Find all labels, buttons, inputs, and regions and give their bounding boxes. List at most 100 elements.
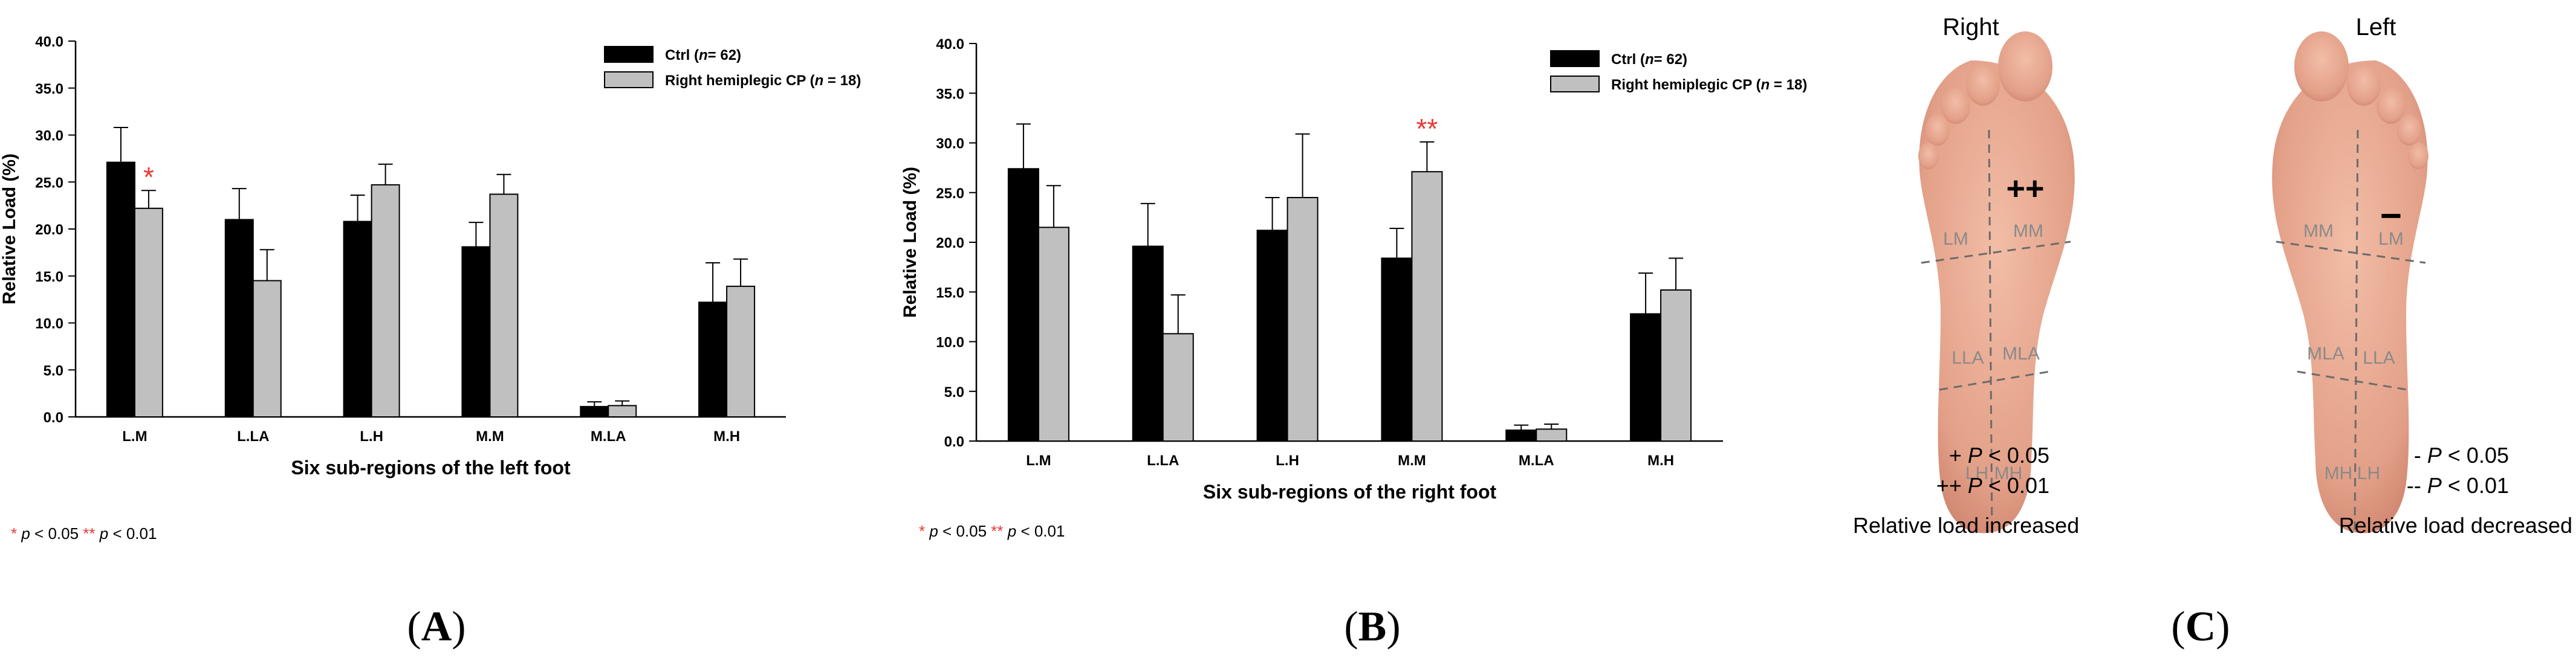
- left-region-mh: MH: [2325, 463, 2353, 483]
- chart-b-bar-s1-lh: [1256, 230, 1288, 442]
- left-legend-line-2: -- P < 0.01: [2407, 473, 2509, 498]
- chart-a-legend-swatch-2: [604, 71, 654, 88]
- chart-b-bar-s2-lh: [1286, 196, 1319, 442]
- panel-c-foot-diagram: Right Left LM MM LLA MLA LH MH ++ MM LM …: [1853, 14, 2572, 650]
- chart-b-footnote: * p < 0.05 ** p < 0.01: [919, 522, 1065, 540]
- right-increase-marker: ++: [2006, 170, 2044, 207]
- left-region-lla: LLA: [2363, 348, 2395, 368]
- left-region-mm: MM: [2303, 221, 2334, 241]
- chart-b-ytick-label: 25.0: [936, 185, 964, 202]
- chart-a-ytick-label: 15.0: [35, 269, 63, 285]
- left-divider-forefoot: [2276, 240, 2426, 264]
- chart-b-legend-swatch-1: [1550, 50, 1600, 67]
- left-toe-big: [2294, 31, 2349, 102]
- right-toe-big: [1998, 31, 2052, 102]
- chart-b-ytick-label: 10.0: [936, 335, 964, 351]
- chart-a-xtick-label: L.LA: [237, 428, 269, 445]
- chart-a-significance-marker: *: [143, 161, 154, 193]
- chart-a-ytick-label: 25.0: [35, 175, 63, 191]
- chart-b-legend-swatch-2: [1550, 76, 1600, 92]
- left-decrease-marker: −: [2380, 195, 2402, 237]
- right-legend-caption: Relative load increased: [1853, 513, 2079, 538]
- right-toe-3: [1941, 88, 1970, 124]
- chart-a-xtick-label: L.M: [122, 428, 147, 445]
- chart-a-bar-s1-mm: [461, 246, 491, 417]
- chart-b-ytick-label: 40.0: [936, 36, 964, 53]
- left-legend-caption: Relative load decreased: [2339, 513, 2572, 538]
- chart-b-ytick-label: 30.0: [936, 136, 964, 152]
- right-region-mh: MH: [1994, 463, 2023, 483]
- right-foot-legend: + P < 0.05 ++ P < 0.01 Relative load inc…: [1853, 443, 2079, 538]
- chart-b-ytick-label: 5.0: [944, 384, 964, 401]
- chart-b-legend-label-1: Ctrl (n= 62): [1611, 51, 1687, 68]
- chart-a-ytick-label: 35.0: [35, 81, 63, 97]
- chart-a-bar-s2-lh: [371, 184, 400, 417]
- right-foot-sole: [1919, 60, 2075, 533]
- left-region-lh: LH: [2357, 463, 2380, 483]
- chart-a-xlabel: Six sub-regions of the left foot: [291, 457, 571, 479]
- chart-a-xtick-label: M.H: [713, 428, 740, 445]
- chart-b-xlabel: Six sub-regions of the right foot: [1203, 481, 1497, 503]
- chart-a-bar-s1-mh: [698, 301, 728, 418]
- left-foot-title: Left: [2356, 14, 2396, 40]
- left-toe-2: [2347, 63, 2381, 106]
- chart-a-legend-label-1: Ctrl (n= 62): [665, 47, 741, 63]
- chart-a-ytick-label: 20.0: [35, 222, 63, 238]
- left-foot-sole: [2272, 60, 2428, 533]
- chart-b-bar-s2-lla: [1162, 333, 1194, 442]
- chart-b-xtick-label: M.H: [1647, 453, 1674, 469]
- chart-b-significance-marker: **: [1416, 113, 1438, 144]
- left-region-mla: MLA: [2307, 344, 2344, 364]
- right-region-lh: LH: [1965, 463, 1988, 483]
- chart-b-ytick-label: 35.0: [936, 86, 964, 102]
- chart-b-xtick-label: M.M: [1398, 453, 1426, 469]
- chart-b-bar-s1-lla: [1132, 245, 1164, 442]
- chart-b-bar-s1-mh: [1630, 313, 1662, 442]
- chart-a-xtick-label: M.M: [476, 428, 504, 445]
- right-divider-forefoot: [1921, 240, 2071, 264]
- chart-a-bar-s1-lm: [106, 161, 135, 417]
- left-toe-5: [2408, 143, 2428, 169]
- chart-a-bar-s1-mla: [580, 405, 609, 418]
- right-toe-2: [1966, 63, 2000, 106]
- left-foot-legend: - P < 0.05 -- P < 0.01 Relative load dec…: [2339, 443, 2572, 538]
- chart-b-xtick-label: L.H: [1276, 453, 1299, 469]
- right-region-mm: MM: [2013, 221, 2043, 241]
- left-toe-4: [2397, 114, 2421, 146]
- chart-a-ytick-label: 0.0: [44, 410, 63, 426]
- chart-a-legend-swatch-1: [604, 46, 654, 63]
- chart-a-ytick-label: 10.0: [35, 316, 63, 332]
- chart-a-bar-s2-lla: [252, 280, 282, 417]
- left-region-lm: LM: [2378, 229, 2404, 249]
- panel-label-c: (C): [2171, 604, 2230, 650]
- chart-a-panel-label: (A): [407, 604, 466, 650]
- chart-a-bar-s2-mm: [489, 193, 519, 417]
- chart-a-ytick-label: 30.0: [35, 128, 63, 144]
- right-legend-line-1: + P < 0.05: [1949, 443, 2049, 468]
- chart-b-bar-s1-lm: [1007, 168, 1039, 442]
- chart-a-bar-s1-lla: [224, 219, 254, 417]
- chart-b-legend-label-2: Right hemiplegic CP (n = 18): [1611, 77, 1807, 93]
- chart-b-xtick-label: L.M: [1026, 453, 1051, 469]
- chart-a-bar-s2-lm: [134, 207, 163, 417]
- chart-a-bar-s2-mla: [608, 405, 637, 418]
- right-region-lla: LLA: [1951, 348, 1984, 368]
- chart-a-xtick-label: M.LA: [591, 428, 626, 445]
- chart-a-ytick-label: 5.0: [44, 363, 63, 379]
- chart-b-bar-s1-mla: [1505, 429, 1537, 442]
- right-toe-5: [1918, 143, 1939, 169]
- chart-b-xtick-label: L.LA: [1147, 453, 1179, 469]
- chart-b-ytick-label: 15.0: [936, 285, 964, 301]
- chart-a-bar-s2-mh: [726, 285, 756, 418]
- chart-a-ytick-label: 40.0: [35, 34, 63, 50]
- left-legend-line-1: - P < 0.05: [2414, 443, 2509, 468]
- right-divider-vertical: [1988, 129, 1993, 532]
- left-toe-3: [2376, 88, 2406, 124]
- right-region-mla: MLA: [2002, 344, 2040, 364]
- right-toe-4: [1926, 114, 1950, 146]
- right-divider-heel: [1939, 370, 2050, 391]
- chart-a-footnote: * p < 0.05 ** p < 0.01: [11, 524, 157, 543]
- chart-b-panel-label: (B): [1344, 604, 1400, 650]
- chart-b-ytick-label: 0.0: [944, 434, 964, 450]
- chart-a: 0.0 5.0 10.0 15.0 20.0 25.0 30.0 35.0 40.0 L.M L.L…: [0, 34, 861, 650]
